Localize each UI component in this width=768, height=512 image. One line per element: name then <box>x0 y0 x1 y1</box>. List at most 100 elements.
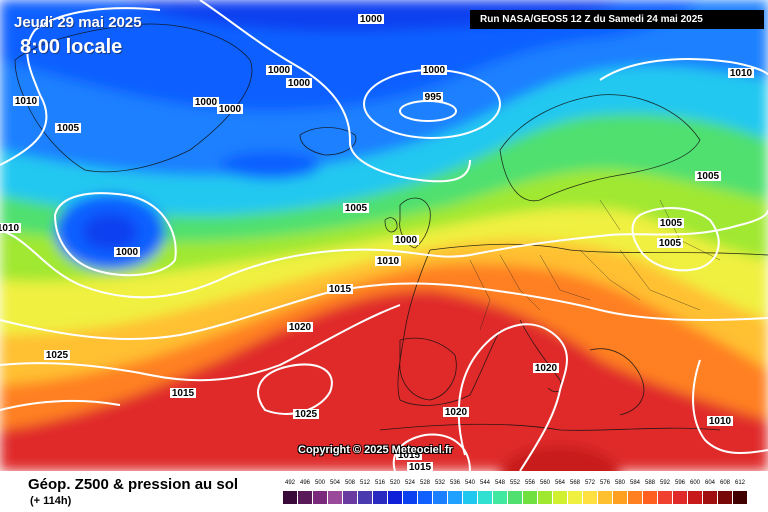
isobar-label-bg <box>327 284 353 294</box>
legend-value: 548 <box>494 480 505 486</box>
legend-value: 608 <box>719 480 730 486</box>
isobar-label: 1015 <box>409 462 432 471</box>
north-africa-outline <box>379 423 721 431</box>
italy-outline <box>519 319 562 393</box>
legend-swatch <box>448 491 463 504</box>
footer-bar: Géop. Z500 & pression au sol (+ 114h) 49… <box>0 471 768 512</box>
legend-swatch <box>403 491 418 504</box>
legend-value: 524 <box>404 480 415 486</box>
legend-value: 544 <box>479 480 490 486</box>
isobar-label-bg <box>393 235 419 245</box>
isobar-label-bg <box>193 97 219 107</box>
legend-value: 572 <box>584 480 595 486</box>
isobar-label: 1000 <box>423 65 446 76</box>
legend-swatch <box>373 491 388 504</box>
legend-value: 592 <box>659 480 670 486</box>
legend-value: 564 <box>554 480 565 486</box>
ireland-outline <box>384 217 398 233</box>
isobar-label-bg <box>13 96 39 106</box>
europe-outline <box>397 243 768 406</box>
forecast-date-title: Jeudi 29 mai 2025 <box>14 14 142 31</box>
legend-value: 576 <box>599 480 610 486</box>
legend-value: 580 <box>614 480 625 486</box>
geopotential-field <box>0 0 768 471</box>
isobar-label: 1005 <box>659 238 682 249</box>
isobar-label: 995 <box>425 92 442 103</box>
legend-swatch <box>298 491 313 504</box>
legend-swatch <box>643 491 658 504</box>
legend-swatch <box>388 491 403 504</box>
isobar-label-bg <box>217 104 243 114</box>
isobar-label: 1010 <box>730 68 753 79</box>
legend-swatch <box>628 491 643 504</box>
isobar-label: 1005 <box>697 171 720 182</box>
isobar-label-bg <box>658 218 684 228</box>
legend-value: 516 <box>374 480 385 486</box>
isobar-label: 1010 <box>709 416 732 427</box>
isobar-label-bg <box>657 238 683 248</box>
legend-value: 520 <box>389 480 400 486</box>
legend-swatch <box>358 491 373 504</box>
legend-swatch <box>478 491 493 504</box>
isobar-label: 1015 <box>172 388 195 399</box>
legend-color-scale <box>283 491 748 504</box>
iberia-outline <box>399 337 457 401</box>
legend-value: 568 <box>569 480 580 486</box>
isobar-label: 1020 <box>445 407 468 418</box>
legend-swatch <box>673 491 688 504</box>
legend-value: 504 <box>329 480 340 486</box>
isobar-label: 1010 <box>15 96 38 107</box>
forecast-time-title: 8:00 locale <box>20 36 123 58</box>
isobar-label: 1015 <box>398 450 421 461</box>
isobar-label: 1000 <box>360 14 383 25</box>
isobar-label-bg <box>55 123 81 133</box>
legend-value: 552 <box>509 480 520 486</box>
isobar-label: 1005 <box>660 218 683 229</box>
legend-value: 588 <box>644 480 655 486</box>
scandinavia-outline <box>499 94 701 202</box>
legend-swatch <box>703 491 718 504</box>
legend-swatch <box>568 491 583 504</box>
legend-value: 560 <box>539 480 550 486</box>
legend-swatch <box>733 491 748 504</box>
legend-swatch <box>343 491 358 504</box>
legend-value: 528 <box>419 480 430 486</box>
legend-value: 492 <box>284 480 295 486</box>
isobar-label-bg <box>44 350 70 360</box>
legend-swatch <box>418 491 433 504</box>
legend-swatch <box>553 491 568 504</box>
isobar-label: 1000 <box>219 104 242 115</box>
legend-value: 600 <box>689 480 700 486</box>
isobar-label: 1010 <box>377 256 400 267</box>
legend-value: 556 <box>524 480 535 486</box>
legend-swatch <box>328 491 343 504</box>
forecast-map: 1000 1000 1000 1000 1000 1000 995 1010 1005 1010 1… <box>0 0 768 471</box>
isobar-label-bg <box>286 78 312 88</box>
isobar-label-bg <box>170 388 196 398</box>
legend-value: 536 <box>449 480 460 486</box>
legend-swatch <box>613 491 628 504</box>
isobar-label: 1020 <box>289 322 312 333</box>
legend-swatch <box>313 491 328 504</box>
isobar-label: 1000 <box>268 65 291 76</box>
footer-subtitle: (+ 114h) <box>30 495 72 507</box>
isobar-label-bg <box>695 171 721 181</box>
isobar-label: 1005 <box>345 203 368 214</box>
legend-swatch <box>538 491 553 504</box>
legend-swatch <box>658 491 673 504</box>
isobar-label-bg <box>0 223 21 233</box>
copyright-text: Copyright © 2025 Meteociel.fr <box>298 444 453 456</box>
isobar-label-bg <box>293 409 319 419</box>
isobar-label: 1000 <box>288 78 311 89</box>
isobar-label: 1025 <box>295 409 318 420</box>
legend-swatch <box>583 491 598 504</box>
legend-swatch <box>283 491 298 504</box>
legend-swatch <box>718 491 733 504</box>
legend-value: 496 <box>299 480 310 486</box>
legend-swatch <box>523 491 538 504</box>
legend-value: 604 <box>704 480 715 486</box>
isobar-label: 1000 <box>195 97 218 108</box>
isobar-label-bg <box>114 247 140 257</box>
legend-value: 596 <box>674 480 685 486</box>
isobar-label-bg <box>396 450 422 460</box>
